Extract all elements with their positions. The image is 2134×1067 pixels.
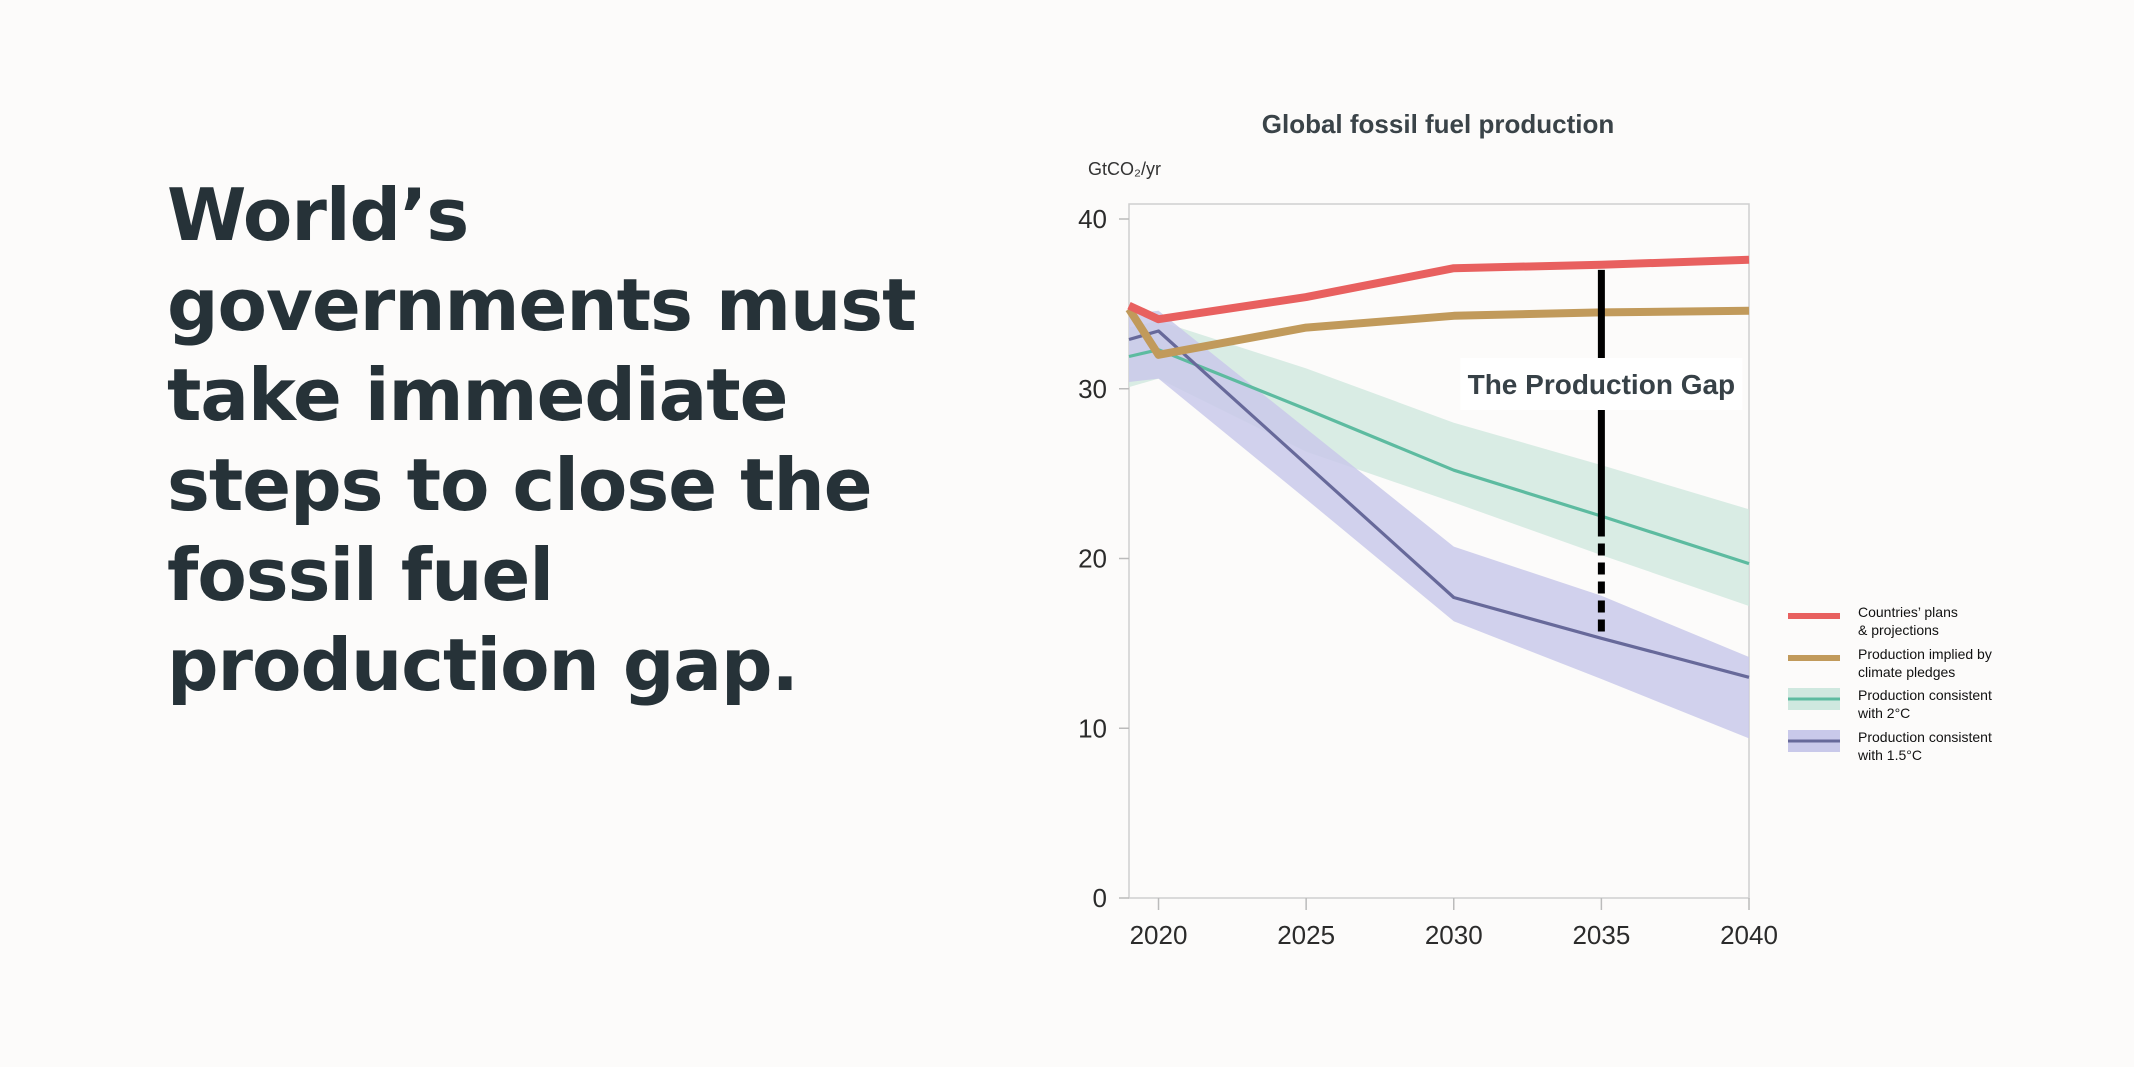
headline: World’s governments must take immediate … [167, 173, 917, 707]
x-tick-label-2035: 2035 [1572, 920, 1630, 950]
legend-label-3-1: with 1.5°C [1857, 747, 1922, 763]
x-tick-label-2025: 2025 [1277, 920, 1335, 950]
x-tick-label-2020: 2020 [1130, 920, 1188, 950]
y-tick-label-10: 10 [1078, 713, 1107, 743]
y-axis-unit-label: GtCO₂/yr [1088, 159, 1161, 179]
legend-label-3-0: Production consistent [1858, 729, 1992, 745]
y-tick-label-30: 30 [1078, 374, 1107, 404]
legend-label-0-1: & projections [1858, 622, 1939, 638]
legend-label-1-1: climate pledges [1858, 664, 1955, 680]
legend-label-1-0: Production implied by [1858, 646, 1992, 662]
gap-label-bg [1460, 358, 1743, 410]
y-tick-label-0: 0 [1093, 883, 1107, 913]
line-series-0 [1127, 255, 1750, 324]
legend: Countries’ plans & projections Production … [1788, 604, 1992, 763]
line-series-1 [1125, 306, 1750, 359]
x-tick-label-2030: 2030 [1425, 920, 1483, 950]
y-tick-label-40: 40 [1078, 204, 1107, 234]
legend-label-2-1: with 2°C [1857, 705, 1910, 721]
y-tick-label-20: 20 [1078, 544, 1107, 574]
chart-title: Global fossil fuel production [1262, 109, 1614, 139]
x-tick-label-2040: 2040 [1720, 920, 1778, 950]
band-series-3 [1129, 310, 1749, 739]
legend-label-2-0: Production consistent [1858, 687, 1992, 703]
legend-label-0-0: Countries’ plans [1858, 604, 1958, 620]
gap-label: The Production Gap [1468, 369, 1736, 400]
